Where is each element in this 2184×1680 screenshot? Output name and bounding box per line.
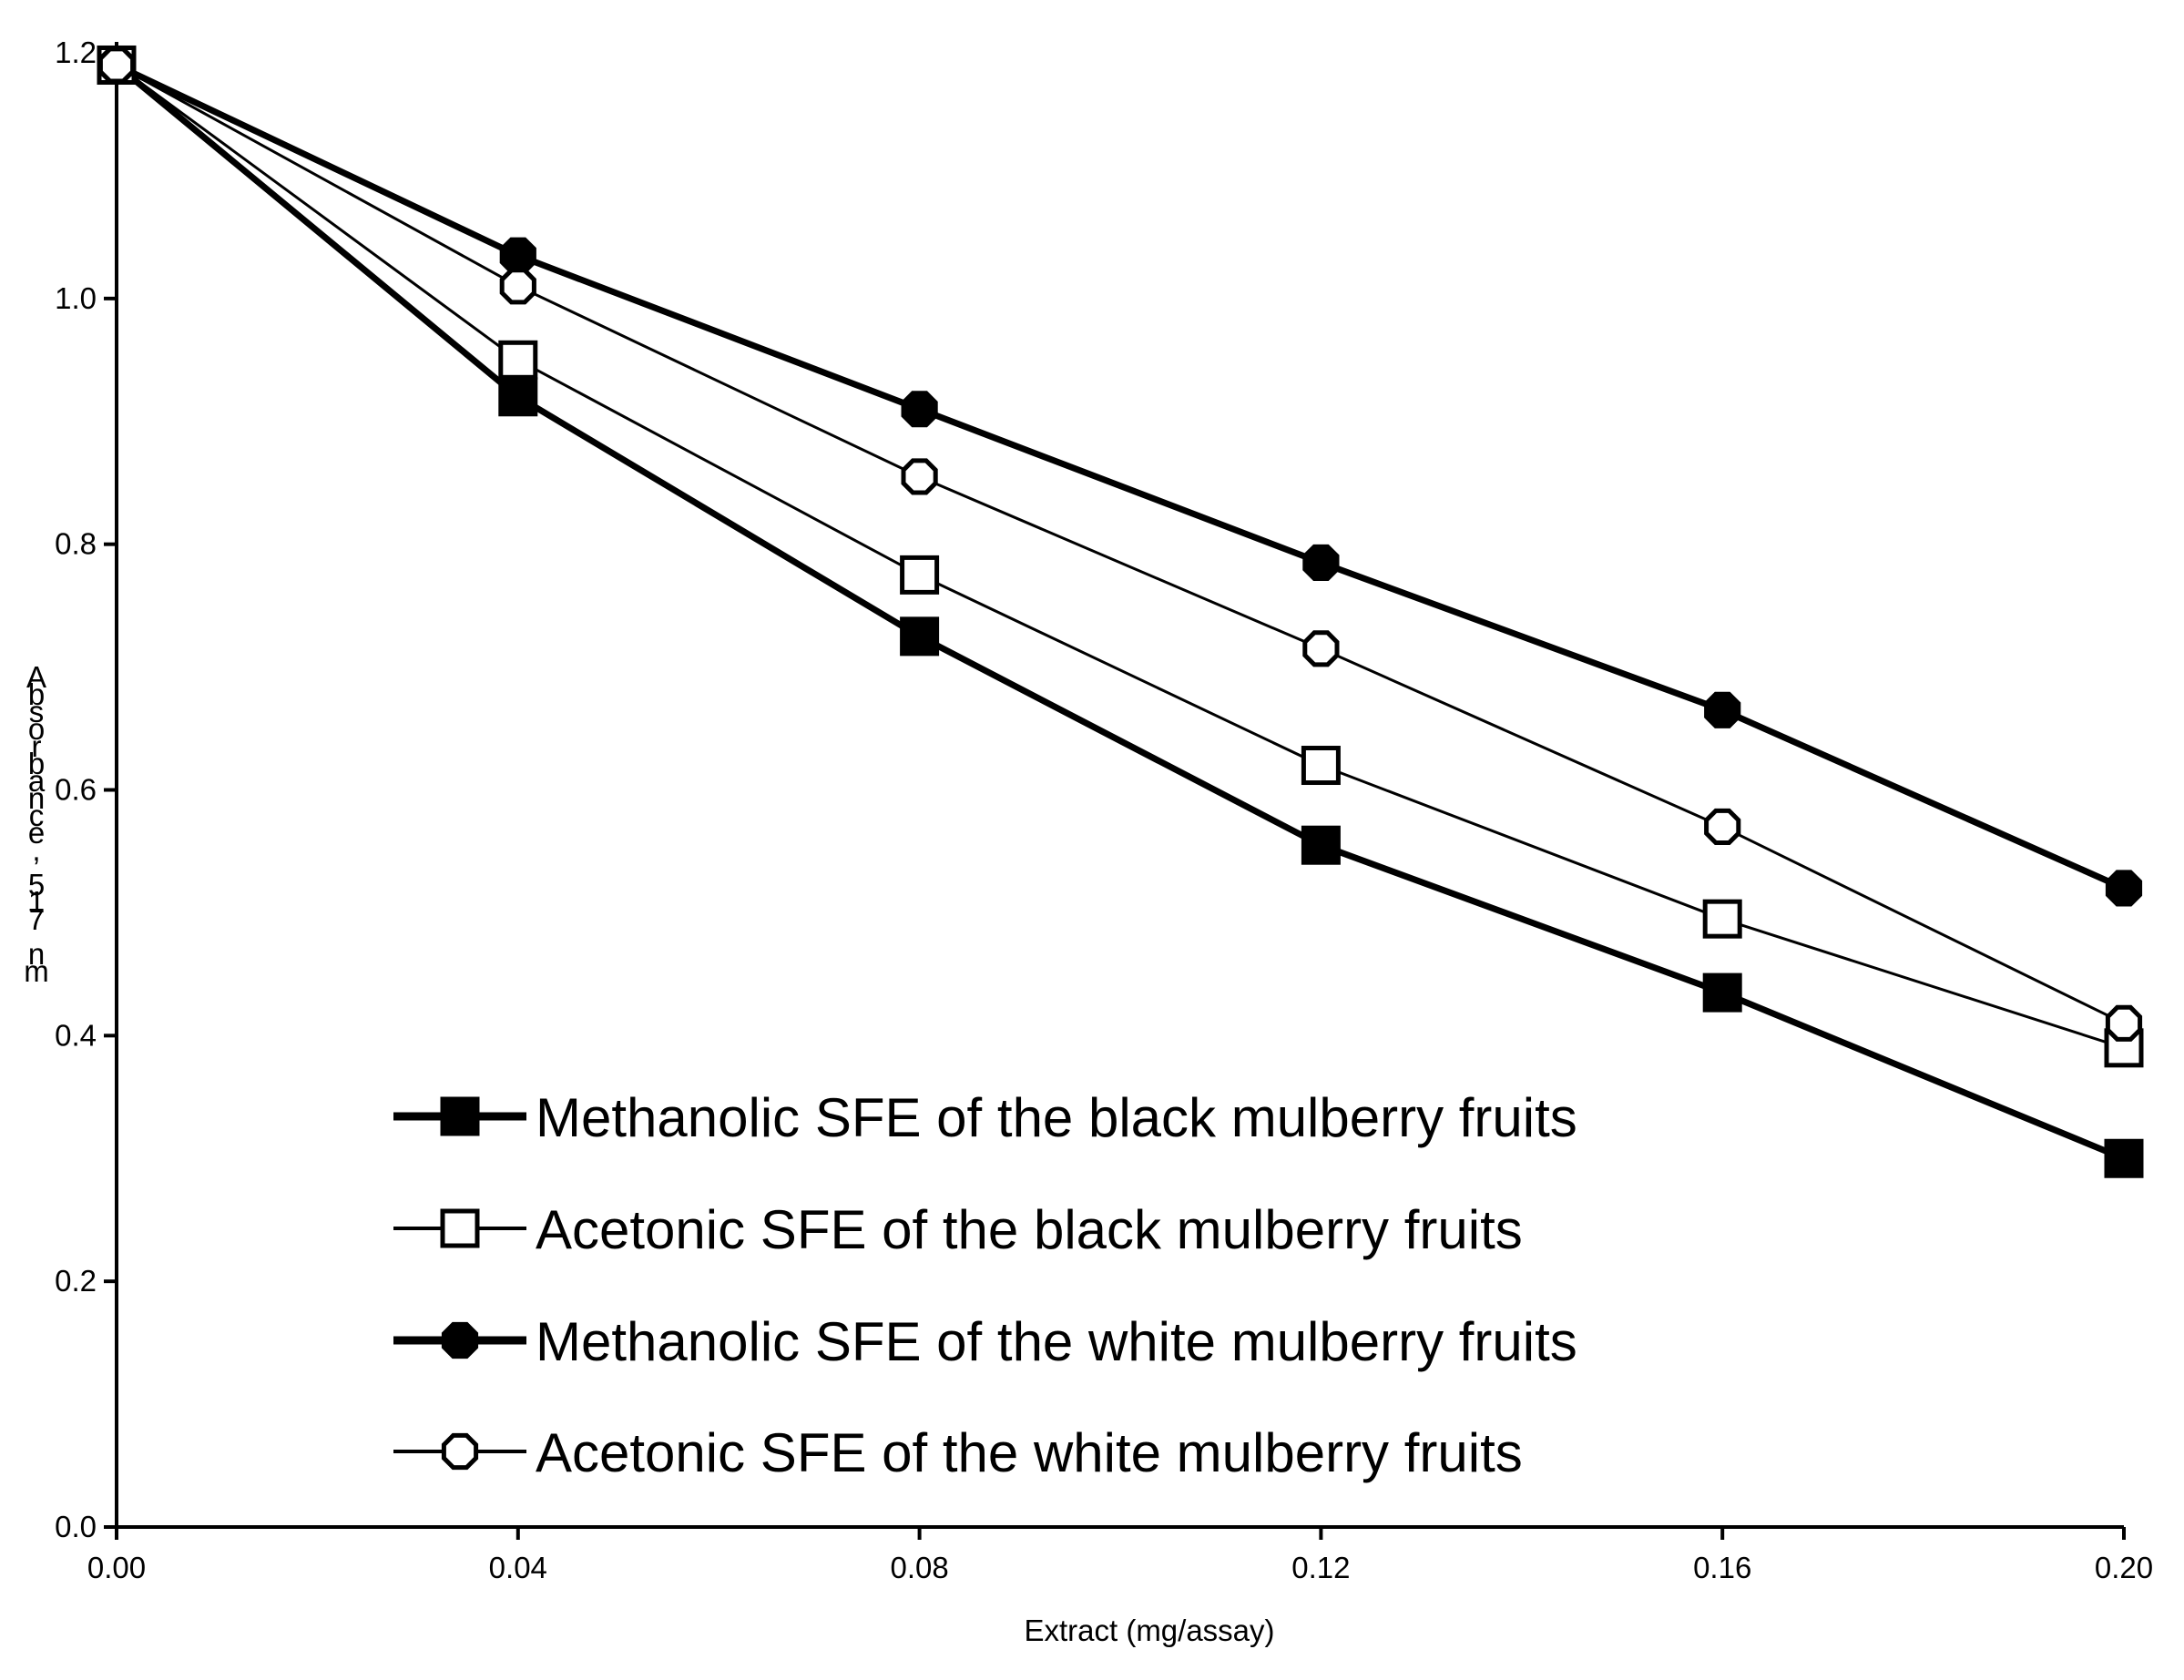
- x-tick-label: 0.20: [2095, 1551, 2153, 1584]
- legend-marker-acetonic-black: [440, 1208, 480, 1248]
- data-point-methanolic-black: [1702, 972, 1742, 1013]
- y-axis-title: mn 715 ,ecnabrosbA: [24, 660, 49, 988]
- data-point-methanolic-black: [2104, 1138, 2144, 1178]
- data-point-acetonic-white: [1704, 808, 1741, 845]
- x-tick-label: 0.08: [890, 1551, 948, 1584]
- y-tick-label: 0.6: [55, 773, 97, 807]
- y-tick-label: 1.0: [55, 281, 97, 315]
- data-point-acetonic-white: [901, 458, 938, 495]
- x-tick-label: 0.16: [1693, 1551, 1751, 1584]
- data-point-acetonic-white: [1302, 630, 1340, 667]
- x-tick-label: 0.12: [1291, 1551, 1350, 1584]
- legend-marker-acetonic-white: [441, 1432, 479, 1471]
- legend-marker-methanolic-black: [440, 1096, 480, 1136]
- data-point-acetonic-black: [1702, 899, 1742, 939]
- y-tick-label: 0.0: [55, 1510, 97, 1543]
- data-point-methanolic-black: [1301, 825, 1341, 865]
- data-point-acetonic-white: [97, 46, 136, 84]
- data-point-methanolic-white: [1302, 544, 1340, 581]
- data-point-acetonic-white: [2105, 1004, 2143, 1042]
- legend-label-acetonic-black: Acetonic SFE of the black mulberry fruit…: [536, 1199, 1523, 1260]
- series-line-acetonic-black: [116, 64, 2125, 1050]
- data-point-methanolic-white: [499, 237, 536, 274]
- x-tick-label: 0.04: [489, 1551, 547, 1584]
- legend-label-methanolic-white: Methanolic SFE of the white mulberry fru…: [536, 1311, 1577, 1372]
- data-point-methanolic-white: [2105, 870, 2143, 907]
- series-line-acetonic-white: [116, 64, 2125, 1025]
- legend-label-methanolic-black: Methanolic SFE of the black mulberry fru…: [536, 1087, 1577, 1148]
- data-point-acetonic-black: [900, 555, 940, 595]
- data-point-methanolic-white: [1704, 691, 1741, 728]
- data-point-acetonic-black: [498, 340, 538, 380]
- data-point-methanolic-white: [901, 391, 938, 428]
- legend-label-acetonic-white: Acetonic SFE of the white mulberry fruit…: [536, 1422, 1523, 1483]
- y-tick-label: 0.4: [55, 1018, 97, 1052]
- data-point-methanolic-black: [900, 616, 940, 657]
- y-tick-label: 0.2: [55, 1264, 97, 1298]
- y-tick-label: 0.8: [55, 527, 97, 561]
- data-point-methanolic-black: [498, 377, 538, 417]
- legend-marker-methanolic-white: [441, 1321, 479, 1359]
- series-line-methanolic-black: [114, 62, 2126, 1162]
- data-point-acetonic-white: [499, 268, 536, 305]
- series-line-methanolic-white: [115, 62, 2126, 891]
- data-point-acetonic-black: [1301, 746, 1341, 786]
- x-axis-title: Extract (mg/assay): [1024, 1614, 1274, 1647]
- x-tick-label: 0.00: [87, 1551, 146, 1584]
- y-tick-label: 1.2: [55, 36, 97, 69]
